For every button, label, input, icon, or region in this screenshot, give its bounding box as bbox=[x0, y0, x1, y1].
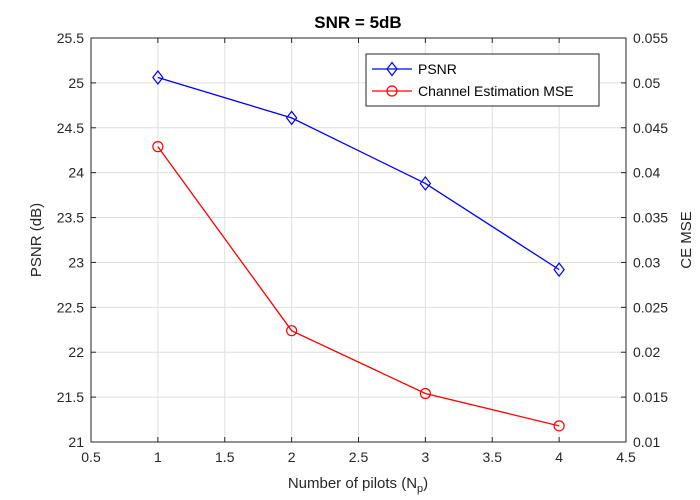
legend-psnr-marker bbox=[386, 61, 398, 77]
data-point-psnr bbox=[419, 175, 432, 191]
data-point-channel-estimation-mse bbox=[419, 387, 431, 400]
y-right-tick-label: 0.015 bbox=[633, 389, 668, 405]
y-axis-right-title: CE MSE bbox=[678, 211, 695, 269]
y-left-tick-label: 21 bbox=[68, 434, 84, 450]
series-line-channel-estimation-mse bbox=[157, 146, 560, 427]
legend-psnr-label: PSNR bbox=[418, 61, 457, 77]
y-axis-left-title: PSNR (dB) bbox=[28, 203, 45, 277]
y-left-tick-label: 23 bbox=[68, 254, 84, 270]
x-axis-title-subscript: p bbox=[417, 483, 423, 495]
data-point-psnr bbox=[285, 110, 298, 126]
x-tick-label: 3.5 bbox=[483, 449, 503, 465]
y-right-tick-label: 0.035 bbox=[633, 210, 668, 226]
y-right-tick-label: 0.055 bbox=[633, 30, 668, 46]
ticks-layer: 0.5 1 1.5 2 2.5 3 3.5 4 4.52121.52222.52323.5242… bbox=[57, 30, 668, 465]
y-left-tick-label: 21.5 bbox=[57, 389, 84, 405]
y-left-tick-label: 22.5 bbox=[57, 299, 84, 315]
x-tick-label: 4 bbox=[555, 449, 563, 465]
y-left-tick-label: 25.5 bbox=[57, 30, 84, 46]
x-tick-label: 3 bbox=[421, 449, 429, 465]
y-left-tick-label: 22 bbox=[68, 344, 84, 360]
data-point-channel-estimation-mse bbox=[152, 141, 164, 153]
x-tick-label: 1 bbox=[154, 449, 162, 465]
y-right-tick-label: 0.025 bbox=[633, 299, 668, 315]
y-right-tick-label: 0.03 bbox=[633, 254, 660, 270]
x-tick-label: 4.5 bbox=[616, 449, 636, 465]
x-tick-label: 1.5 bbox=[215, 449, 235, 465]
data-point-channel-estimation-mse bbox=[553, 420, 565, 432]
y-right-tick-label: 0.04 bbox=[633, 165, 660, 181]
series-line-psnr bbox=[157, 76, 560, 271]
data-point-psnr bbox=[553, 262, 565, 278]
data-point-channel-estimation-mse bbox=[286, 325, 298, 337]
legend-mse-label: Channel Estimation MSE bbox=[418, 83, 574, 99]
y-right-tick-label: 0.01 bbox=[633, 434, 660, 450]
x-axis-title-main: Number of pilots (N bbox=[288, 475, 417, 492]
x-axis-title-suffix: ) bbox=[423, 475, 428, 492]
y-right-tick-label: 0.05 bbox=[633, 75, 660, 91]
legend-mse-marker bbox=[386, 85, 398, 97]
y-left-tick-label: 24.5 bbox=[57, 120, 84, 136]
y-left-tick-label: 23.5 bbox=[57, 210, 84, 226]
y-left-tick-label: 24 bbox=[68, 165, 84, 181]
x-tick-label: 2.5 bbox=[349, 449, 369, 465]
y-right-tick-label: 0.02 bbox=[633, 344, 660, 360]
x-tick-label: 2 bbox=[288, 449, 296, 465]
series-layer bbox=[152, 70, 565, 432]
legend: PSNR Channel Estimation MSE bbox=[365, 53, 600, 107]
y-left-tick-label: 25 bbox=[68, 75, 84, 91]
x-tick-label: 0.5 bbox=[81, 449, 101, 465]
y-right-tick-label: 0.045 bbox=[633, 120, 668, 136]
data-point-psnr bbox=[152, 70, 164, 85]
x-axis-title: Number of pilots (Np) bbox=[288, 475, 428, 495]
chart-title: SNR = 5dB bbox=[314, 13, 401, 32]
legend-box bbox=[365, 53, 600, 107]
